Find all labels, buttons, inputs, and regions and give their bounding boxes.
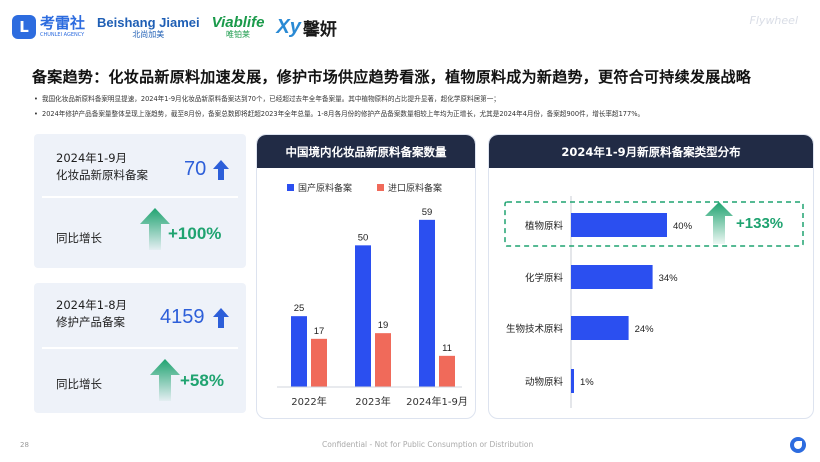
card-divider	[42, 347, 238, 349]
y-tick-label: 化学原料	[525, 272, 564, 284]
bar-value-label: 34%	[659, 273, 679, 284]
hbar-chart: 植物原料 40% 化学原料 34% 生物技术原料 24% 动物原料 1% +133%	[504, 196, 804, 408]
bar	[571, 316, 629, 340]
card-label-line2: 修护产品备案	[56, 315, 125, 329]
legend-label: 进口原料备案	[388, 182, 442, 194]
xinyan-cn: 馨妍	[302, 19, 337, 40]
viablife-en: Viablife	[211, 14, 265, 31]
bar-value-label: 19	[378, 320, 389, 331]
bar	[419, 219, 435, 387]
bar-value-label: 1%	[580, 377, 594, 388]
chart-title: 2024年1-9月新原料备案类型分布	[489, 135, 813, 168]
arrow-shape	[705, 202, 733, 244]
logo-leileishe: L 考雷社 CHUNLEI AGENCY	[12, 15, 85, 39]
bar-value-label: 25	[294, 303, 305, 314]
card-label-line1: 2024年1-8月	[56, 298, 128, 312]
legend-swatch	[287, 184, 294, 191]
bar-value-label: 40%	[673, 221, 693, 232]
bar	[571, 265, 653, 289]
bar	[375, 333, 391, 387]
legend-label: 国产原料备案	[298, 182, 352, 194]
growth-arrow-icon	[140, 208, 170, 250]
page-title: 备案趋势：化妆品新原料加速发展，修护市场供应趋势看涨，植物原料成为新趋势，更符合…	[32, 68, 752, 86]
x-tick-label: 2024年1-9月	[406, 395, 468, 408]
xinyan-logo-icon: Xy	[276, 15, 301, 38]
footer-confidential: Confidential - Not for Public Consumptio…	[322, 440, 534, 449]
bar-value-label: 59	[422, 207, 433, 218]
bar	[439, 355, 455, 387]
chart-title: 中国境内化妆品新原料备案数量	[257, 135, 475, 168]
logo-xinyan: Xy 馨妍	[276, 15, 336, 40]
footer-logo-icon	[790, 437, 806, 453]
stat-card-new-materials: 2024年1-9月 化妆品新原料备案 70 同比增长 +100%	[34, 134, 246, 268]
growth-arrow-icon	[150, 359, 180, 401]
card-growth: +58%	[180, 371, 224, 390]
arrow-up-icon	[213, 308, 229, 328]
card-label-line2: 化妆品新原料备案	[56, 168, 148, 182]
viablife-cn: 唯铂莱	[226, 30, 251, 39]
bar	[291, 316, 307, 387]
leileishe-en: CHUNLEI AGENCY	[40, 32, 85, 38]
stat-card-repair-products: 2024年1-8月 修护产品备案 4159 同比增长 +58%	[34, 283, 246, 413]
card-label: 2024年1-9月 化妆品新原料备案	[56, 150, 148, 184]
arrow-up-icon	[213, 160, 229, 180]
page-number: 28	[20, 441, 29, 449]
highlight-box	[504, 201, 804, 247]
beishang-en: Beishang Jiamei	[97, 14, 200, 30]
growth-arrow-icon	[705, 202, 733, 244]
card-growth: +100%	[168, 224, 222, 243]
x-tick-label: 2023年	[355, 395, 390, 408]
card-divider	[42, 196, 238, 198]
bar	[355, 245, 371, 387]
card-label: 2024年1-8月 修护产品备案	[56, 297, 127, 331]
y-tick-label: 动物原料	[525, 376, 564, 388]
bar	[311, 338, 327, 387]
y-tick-label: 植物原料	[525, 220, 564, 232]
bar-value-label: 50	[358, 232, 369, 243]
bar	[571, 213, 667, 237]
card-label-line1: 2024年1-9月	[56, 151, 128, 165]
chart-panel-registrations: 中国境内化妆品新原料备案数量 国产原料备案 进口原料备案 25 17 2022年 50 19…	[256, 134, 476, 419]
bar-chart: 国产原料备案 进口原料备案 25 17 2022年 50 19 2023年 59 11 2024年1…	[277, 182, 468, 408]
highlight-annotation: +133%	[736, 215, 783, 232]
bar-value-label: 17	[314, 326, 325, 337]
card-growth-label: 同比增长	[56, 377, 102, 391]
bar	[571, 369, 574, 393]
bar-value-label: 24%	[635, 324, 655, 335]
bullet-list: 我国化妆品新原料备案明显提速，2024年1-9月化妆品新原料备案达到70个，已经…	[34, 92, 814, 122]
beishang-cn: 北尚加美	[132, 29, 165, 39]
bullet-item: 我国化妆品新原料备案明显提速，2024年1-9月化妆品新原料备案达到70个，已经…	[34, 92, 814, 107]
chart-legend: 国产原料备案 进口原料备案	[287, 182, 442, 194]
logo-beishang: Beishang Jiamei 北尚加美	[97, 16, 200, 39]
leileishe-name: 考雷社	[40, 14, 86, 32]
chart-panel-types: 2024年1-9月新原料备案类型分布 植物原料 40% 化学原料 34% 生物技术原料 2…	[488, 134, 814, 419]
card-growth-label: 同比增长	[56, 231, 102, 245]
card-value: 4159	[160, 306, 205, 328]
logo-viablife: Viablife 唯铂莱	[212, 15, 265, 39]
legend-swatch	[377, 184, 384, 191]
y-tick-label: 生物技术原料	[506, 323, 564, 335]
x-tick-label: 2022年	[291, 395, 326, 408]
card-value: 70	[184, 158, 207, 180]
bar-value-label: 11	[442, 343, 452, 354]
watermark: Flywheel	[749, 14, 798, 27]
leileishe-logo-icon: L	[12, 15, 36, 39]
bullet-item: 2024年修护产品备案量整体呈现上涨趋势，截至8月份，备案总数即将赶超2023年…	[34, 107, 814, 122]
header-logos: L 考雷社 CHUNLEI AGENCY Beishang Jiamei 北尚加…	[12, 10, 337, 44]
